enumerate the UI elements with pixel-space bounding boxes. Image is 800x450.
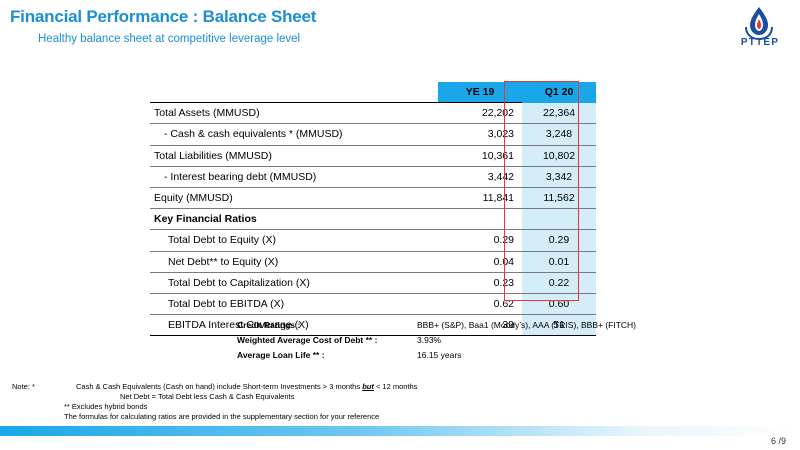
credit-ratings-value: BBB+ (S&P), Baa1 (Moody’s), AAA (TRIS), … xyxy=(417,320,637,330)
row-value-q120: 22,364 xyxy=(522,102,596,125)
note-line-1-a: Cash & Cash Equivalents (Cash on hand) i… xyxy=(76,382,363,391)
row-value-q120: 0.60 xyxy=(522,293,596,316)
row-value-q120: 51 xyxy=(522,314,596,337)
row-value-q120: 0.01 xyxy=(522,251,596,273)
row-value-ye19: 0.23 xyxy=(438,272,522,294)
page-subtitle: Healthy balance sheet at competitive lev… xyxy=(38,33,301,45)
row-value-ye19: 10,361 xyxy=(438,145,522,167)
page-title: Financial Performance : Balance Sheet xyxy=(10,7,317,26)
logo-text: PTTEP xyxy=(740,37,780,48)
row-value-ye19: 0.29 xyxy=(438,229,522,252)
note-line-1-but: but xyxy=(362,382,374,391)
row-value-ye19: 3,023 xyxy=(438,123,522,146)
table-row-section-heading: Key Financial Ratios xyxy=(150,208,596,231)
table-row: Net Debt** to Equity (X) 0.04 0.01 xyxy=(150,251,596,273)
row-value-q120: 3,342 xyxy=(522,166,596,188)
note-line-4: The formulas for calculating ratios are … xyxy=(64,412,380,421)
row-value-q120: 0.22 xyxy=(522,272,596,294)
note-line-2: Net Debt = Total Debt less Cash & Cash E… xyxy=(120,392,295,401)
pttep-logo-icon xyxy=(745,7,773,41)
note-line-1: Cash & Cash Equivalents (Cash on hand) i… xyxy=(76,382,417,392)
column-header-q120: Q1 20 xyxy=(522,82,596,103)
loan-life-label: Average Loan Life ** : xyxy=(237,350,325,360)
cost-of-debt-label: Weighted Average Cost of Debt ** : xyxy=(237,335,378,345)
row-label: - Cash & cash equivalents * (MMUSD) xyxy=(150,123,438,146)
row-label: - Interest bearing debt (MMUSD) xyxy=(150,166,438,188)
row-label: Total Debt to Capitalization (X) xyxy=(150,272,438,294)
row-label: Equity (MMUSD) xyxy=(150,187,438,210)
row-value-q120: 3,248 xyxy=(522,123,596,146)
note-prefix: Note: * xyxy=(12,382,35,391)
credit-ratings-label: Credit Ratings : xyxy=(237,320,301,330)
note-line-1-c: < 12 months xyxy=(373,382,418,391)
table-row: Total Debt to Capitalization (X) 0.23 0.… xyxy=(150,272,596,294)
row-value-ye19: 11,841 xyxy=(438,187,522,210)
column-header-ye19: YE 19 xyxy=(438,82,522,104)
row-label: EBITDA Interest Coverage (X) xyxy=(150,314,438,337)
row-value-ye19: 22,202 xyxy=(438,102,522,125)
row-value-ye19: 39 xyxy=(438,314,522,337)
row-value-ye19: 0.04 xyxy=(438,251,522,273)
row-label: Total Liabilities (MMUSD) xyxy=(150,145,438,167)
table-header-row: YE 19 Q1 20 xyxy=(150,82,596,104)
table-row: Total Debt to EBITDA (X) 0.62 0.60 xyxy=(150,293,596,316)
row-value-q120: 0.29 xyxy=(522,229,596,252)
row-value-q120: 11,562 xyxy=(522,187,596,210)
row-value-ye19: 3,442 xyxy=(438,166,522,188)
header-blank xyxy=(150,82,438,104)
table-row: Total Liabilities (MMUSD) 10,361 10,802 xyxy=(150,145,596,167)
row-label: Total Debt to Equity (X) xyxy=(150,229,438,252)
row-value-ye19: 0.62 xyxy=(438,293,522,316)
table-row: - Cash & cash equivalents * (MMUSD) 3,02… xyxy=(150,123,596,146)
loan-life-value: 16.15 years xyxy=(417,350,462,360)
note-line-3: ** Excludes hybrid bonds xyxy=(64,402,148,411)
row-label: Net Debt** to Equity (X) xyxy=(150,251,438,273)
section-heading: Key Financial Ratios xyxy=(150,208,438,231)
cost-of-debt-value: 3.93% xyxy=(417,335,442,345)
table-row: EBITDA Interest Coverage (X) 39 51 xyxy=(150,314,596,337)
row-label: Total Assets (MMUSD) xyxy=(150,102,438,125)
table-row: Total Assets (MMUSD) 22,202 22,364 xyxy=(150,102,596,125)
footer-bar xyxy=(0,426,800,436)
balance-sheet-table: YE 19 Q1 20 Total Assets (MMUSD) 22,202 … xyxy=(150,82,596,337)
page-number: 6 /9 xyxy=(770,436,786,446)
row-value-q120 xyxy=(522,208,596,231)
row-label: Total Debt to EBITDA (X) xyxy=(150,293,438,316)
table-row: Total Debt to Equity (X) 0.29 0.29 xyxy=(150,229,596,252)
table-row: Equity (MMUSD) 11,841 11,562 xyxy=(150,187,596,210)
table-row: - Interest bearing debt (MMUSD) 3,442 3,… xyxy=(150,166,596,188)
row-value-ye19 xyxy=(438,208,522,231)
row-value-q120: 10,802 xyxy=(522,145,596,167)
